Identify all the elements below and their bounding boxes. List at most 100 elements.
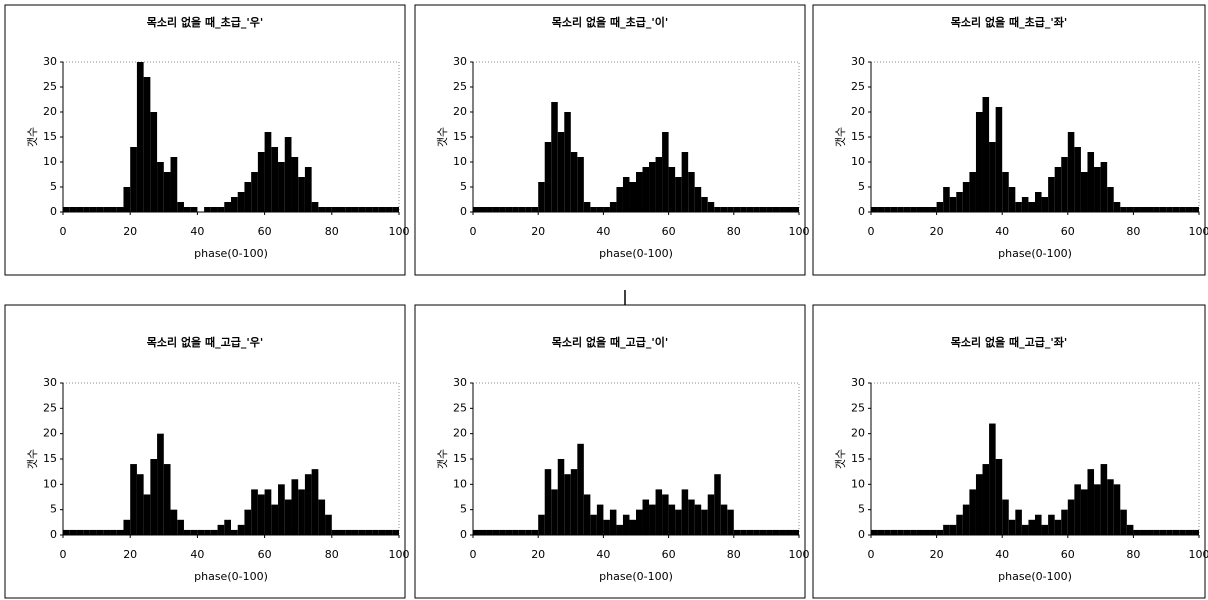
chart-title: 목소리 없을 때_초급_'이' [552, 15, 668, 29]
bar [325, 207, 332, 212]
y-tick-label: 10 [43, 477, 57, 490]
bar [103, 529, 111, 535]
bar [492, 207, 500, 212]
x-tick-label: 100 [389, 225, 410, 238]
bar [923, 529, 931, 535]
bar [916, 207, 924, 212]
bar [1153, 529, 1160, 535]
x-tick-label: 60 [258, 225, 272, 238]
bar [1094, 484, 1101, 535]
bar [772, 207, 780, 212]
x-tick-label: 80 [727, 548, 741, 561]
x-tick-label: 60 [1061, 548, 1075, 561]
y-tick-label: 15 [851, 452, 865, 465]
bar [557, 459, 565, 535]
bar [583, 202, 591, 212]
y-tick-label: 5 [50, 503, 57, 516]
x-tick-label: 40 [995, 548, 1009, 561]
bar [877, 207, 885, 212]
bar [583, 494, 591, 535]
bar [392, 529, 399, 535]
y-axis-label: 갯수 [834, 127, 847, 147]
panel-border [414, 4, 806, 276]
bar [949, 197, 957, 212]
bar [150, 459, 158, 535]
bar [982, 97, 990, 212]
y-axis-label: 갯수 [436, 449, 449, 469]
bar [1120, 509, 1127, 535]
y-tick-label: 0 [858, 205, 865, 218]
bar [890, 207, 898, 212]
y-tick-label: 30 [851, 55, 865, 68]
y-tick-label: 15 [453, 452, 467, 465]
bar [183, 207, 191, 212]
bar [564, 474, 571, 535]
bar [1021, 197, 1029, 212]
bar [372, 529, 379, 535]
bar [538, 182, 545, 212]
y-tick-label: 0 [460, 205, 467, 218]
chart-panel: 목소리 없을 때_초급_'우' 0 5 10 15 20 25 30 0 20 40 60 80 100 p… [4, 4, 410, 276]
bar [596, 504, 604, 535]
bar [251, 489, 258, 535]
bar [311, 469, 319, 535]
x-tick-label: 100 [789, 225, 810, 238]
bar [733, 529, 741, 535]
bar [1126, 207, 1134, 212]
bar [531, 207, 539, 212]
bar [63, 529, 70, 535]
bar [655, 157, 663, 212]
bar [694, 187, 702, 212]
bar [338, 529, 346, 535]
bar [975, 474, 983, 535]
bar [714, 207, 721, 212]
bar [551, 102, 558, 212]
bar [694, 504, 702, 535]
bar [923, 207, 931, 212]
bar [1074, 147, 1081, 212]
bar [143, 494, 151, 535]
bar [385, 529, 393, 535]
bar [975, 112, 983, 212]
bar [473, 529, 480, 535]
x-tick-label: 0 [868, 225, 875, 238]
bar [681, 152, 689, 212]
bar [877, 529, 885, 535]
bar [1126, 524, 1134, 535]
x-tick-label: 20 [531, 548, 545, 561]
y-tick-label: 20 [851, 427, 865, 440]
bar [1107, 187, 1114, 212]
bar [936, 202, 944, 212]
bar [943, 524, 950, 535]
bar [1120, 207, 1127, 212]
x-axis-label: phase(0-100) [599, 570, 673, 583]
bar [110, 529, 117, 535]
y-tick-label: 25 [453, 80, 467, 93]
bar [884, 207, 891, 212]
bar [642, 499, 650, 535]
bar [622, 177, 630, 212]
bar [525, 207, 532, 212]
bar [136, 62, 144, 212]
bar [204, 529, 211, 535]
bar [1146, 207, 1154, 212]
bar [1015, 202, 1022, 212]
chart-panel: 목소리 없을 때_고급_'이' 0 5 10 15 20 25 30 0 20 40 60 80 100 p… [414, 304, 810, 599]
bar [150, 112, 158, 212]
x-axis-label: phase(0-100) [194, 570, 268, 583]
bar [727, 207, 734, 212]
bar [544, 469, 552, 535]
bar [753, 207, 760, 212]
bar [505, 529, 513, 535]
chart-panel: 목소리 없을 때_고급_'좌' 0 5 10 15 20 25 30 0 20 40 60 80 100 p… [812, 304, 1208, 599]
bar [962, 182, 970, 212]
x-tick-label: 40 [596, 225, 610, 238]
x-tick-label: 0 [60, 548, 67, 561]
bar [871, 529, 878, 535]
bar [629, 519, 636, 535]
bar [136, 474, 144, 535]
chart-title: 목소리 없을 때_초급_'좌' [951, 15, 1067, 29]
bar [1153, 207, 1160, 212]
bar [930, 529, 937, 535]
bar [759, 207, 767, 212]
